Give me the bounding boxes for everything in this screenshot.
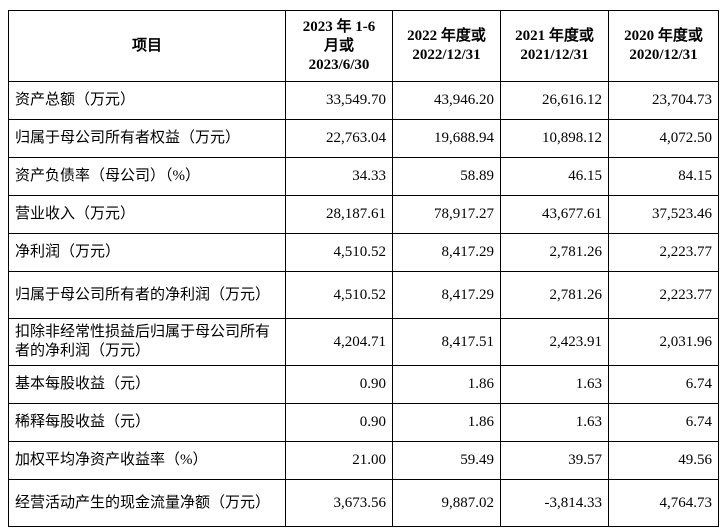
value-cell: 4,510.52: [285, 271, 393, 319]
row-label: 基本每股收益（元）: [8, 365, 286, 404]
value-cell: -3,814.33: [500, 479, 609, 527]
value-cell: 39.57: [500, 441, 609, 480]
header-line: 2023 年 1-6: [302, 18, 376, 35]
value-cell: 4,072.50: [608, 119, 719, 158]
header-cell: 2020 年度或 2020/12/31: [608, 10, 719, 82]
value-cell: 8,417.51: [392, 318, 501, 366]
value-cell: 22,763.04: [285, 119, 393, 158]
header-line: 2020/12/31: [629, 47, 698, 63]
row-label: 资产总额（万元）: [8, 81, 286, 120]
value-cell: 1.63: [500, 365, 609, 404]
row-label: 经营活动产生的现金流量净额（万元）: [8, 479, 286, 527]
value-cell: 78,917.27: [392, 195, 501, 234]
row-label: 归属于母公司所有者权益（万元）: [8, 119, 286, 158]
row-label: 营业收入（万元）: [8, 195, 286, 234]
value-cell: 59.49: [392, 441, 501, 480]
data-row: 归属于母公司所有者的净利润（万元） 4,510.52 8,417.29 2,781.2…: [8, 271, 719, 319]
value-cell: 37,523.46: [608, 195, 719, 234]
value-cell: 84.15: [608, 157, 719, 196]
value-cell: 43,677.61: [500, 195, 609, 234]
value-cell: 10,898.12: [500, 119, 609, 158]
value-cell: 4,510.52: [285, 233, 393, 272]
value-cell: 4,204.71: [285, 318, 393, 366]
header-row: 项目 2023 年 1-6 月或 2023/6/30 2022 年度或 2022/12/3…: [8, 10, 719, 82]
value-cell: 1.86: [392, 403, 501, 442]
data-row: 经营活动产生的现金流量净额（万元） 3,673.56 9,887.02 -3,814.…: [8, 479, 719, 527]
data-row: 资产总额（万元） 33,549.70 43,946.20 26,616.12 23,70…: [8, 81, 719, 120]
data-row: 加权平均净资产收益率（%） 21.00 59.49 39.57 49.56: [8, 441, 719, 480]
value-cell: 2,781.26: [500, 233, 609, 272]
data-row: 基本每股收益（元） 0.90 1.86 1.63 6.74: [8, 365, 719, 404]
header-line: 2023/6/30: [308, 56, 370, 73]
value-cell: 2,031.96: [608, 318, 719, 366]
value-cell: 49.56: [608, 441, 719, 480]
header-line: 月或: [323, 37, 354, 54]
value-cell: 58.89: [392, 157, 501, 196]
value-cell: 23,704.73: [608, 81, 719, 120]
header-cell: 2023 年 1-6 月或 2023/6/30: [285, 10, 393, 82]
value-cell: 0.90: [285, 365, 393, 404]
header-cell: 项目: [8, 10, 286, 82]
value-cell: 33,549.70: [285, 81, 393, 120]
value-cell: 1.63: [500, 403, 609, 442]
value-cell: 46.15: [500, 157, 609, 196]
row-label: 资产负债率（母公司）（%）: [8, 157, 286, 196]
data-row: 资产负债率（母公司）（%） 34.33 58.89 46.15 84.15: [8, 157, 719, 196]
header-line: 2021 年度或: [515, 28, 594, 44]
value-cell: 1.86: [392, 365, 501, 404]
header-cell: 2021 年度或 2021/12/31: [500, 10, 609, 82]
value-cell: 2,781.26: [500, 271, 609, 319]
data-table: 项目 2023 年 1-6 月或 2023/6/30 2022 年度或 2022/12/3…: [8, 10, 719, 527]
value-cell: 28,187.61: [285, 195, 393, 234]
value-cell: 8,417.29: [392, 233, 501, 272]
data-row: 扣除非经常性损益后归属于母公司所有者的净利润（万元） 4,204.71 8,417.…: [8, 318, 719, 366]
value-cell: 34.33: [285, 157, 393, 196]
value-cell: 8,417.29: [392, 271, 501, 319]
value-cell: 6.74: [608, 403, 719, 442]
value-cell: 43,946.20: [392, 81, 501, 120]
header-line: 2020 年度或: [624, 28, 703, 44]
header-cell: 2022 年度或 2022/12/31: [392, 10, 501, 82]
row-label: 归属于母公司所有者的净利润（万元）: [8, 271, 286, 319]
row-label: 加权平均净资产收益率（%）: [8, 441, 286, 480]
header-line: 2021/12/31: [520, 47, 589, 63]
data-row: 归属于母公司所有者权益（万元） 22,763.04 19,688.94 10,898.…: [8, 119, 719, 158]
value-cell: 0.90: [285, 403, 393, 442]
value-cell: 21.00: [285, 441, 393, 480]
value-cell: 3,673.56: [285, 479, 393, 527]
value-cell: 6.74: [608, 365, 719, 404]
data-row: 净利润（万元） 4,510.52 8,417.29 2,781.26 2,223.77: [8, 233, 719, 272]
row-label: 扣除非经常性损益后归属于母公司所有者的净利润（万元）: [8, 318, 286, 366]
value-cell: 4,764.73: [608, 479, 719, 527]
row-label: 净利润（万元）: [8, 233, 286, 272]
data-row: 稀释每股收益（元） 0.90 1.86 1.63 6.74: [8, 403, 719, 442]
header-line: 2022/12/31: [412, 47, 481, 63]
header-line: 2022 年度或: [407, 28, 486, 44]
value-cell: 19,688.94: [392, 119, 501, 158]
value-cell: 2,223.77: [608, 271, 719, 319]
value-cell: 2,223.77: [608, 233, 719, 272]
value-cell: 2,423.91: [500, 318, 609, 366]
value-cell: 9,887.02: [392, 479, 501, 527]
row-label: 稀释每股收益（元）: [8, 403, 286, 442]
data-row: 营业收入（万元） 28,187.61 78,917.27 43,677.61 37,52…: [8, 195, 719, 234]
value-cell: 26,616.12: [500, 81, 609, 120]
